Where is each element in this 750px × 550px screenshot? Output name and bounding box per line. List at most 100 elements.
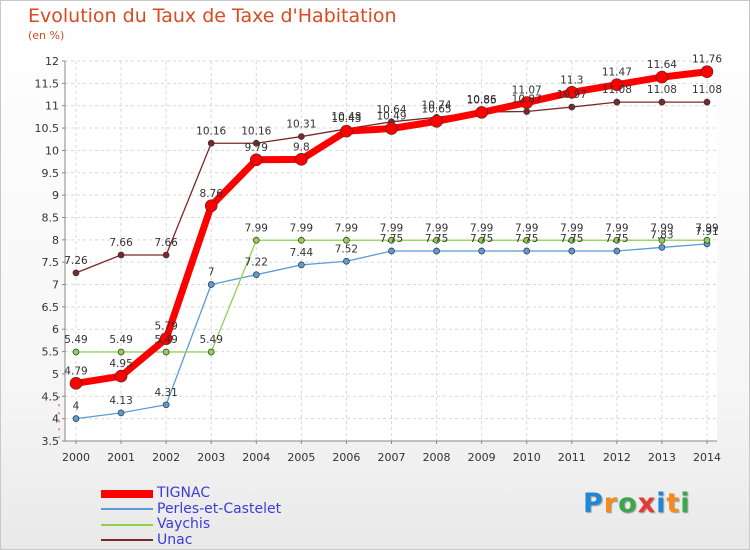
data-point-perles-et-castelet bbox=[433, 247, 440, 255]
data-point-unac bbox=[613, 98, 621, 106]
legend-swatch bbox=[101, 539, 153, 541]
data-point-unac bbox=[523, 108, 531, 115]
data-label-perles-et-castelet: 7.52 bbox=[335, 243, 358, 255]
data-point-perles-et-castelet bbox=[523, 247, 531, 255]
y-tick-label: 11.5 bbox=[35, 77, 60, 90]
proxiti-logo: Proxiti bbox=[583, 488, 691, 519]
data-label-perles-et-castelet: 7.44 bbox=[290, 247, 314, 259]
data-point-vaychis bbox=[568, 236, 576, 244]
legend-item-vaychis: Vaychis bbox=[101, 517, 210, 532]
data-point-unac bbox=[298, 133, 305, 140]
data-label-unac: 7.66 bbox=[109, 237, 133, 249]
data-point-perles-et-castelet bbox=[613, 247, 621, 255]
data-label-tignac: 4.95 bbox=[109, 358, 132, 370]
legend-label: TIGNAC bbox=[157, 485, 211, 501]
data-point-vaychis bbox=[252, 236, 260, 244]
y-tick-label: 10.5 bbox=[35, 122, 60, 135]
x-tick-label: 2001 bbox=[107, 451, 135, 464]
data-label-unac: 10.87 bbox=[512, 94, 542, 106]
x-tick-label: 2000 bbox=[62, 451, 90, 464]
y-tick-label: 7 bbox=[52, 279, 59, 292]
data-label-tignac: 5.79 bbox=[154, 321, 177, 333]
data-label-unac: 7.66 bbox=[154, 237, 178, 249]
y-tick-label: 9.5 bbox=[42, 167, 60, 180]
data-label-unac: 11.08 bbox=[647, 84, 677, 96]
logo-letter: P bbox=[583, 488, 604, 519]
y-tick-label: 7.5 bbox=[42, 256, 60, 269]
x-tick-label: 2013 bbox=[648, 451, 676, 464]
data-point-unac bbox=[252, 139, 260, 147]
data-point-vaychis bbox=[343, 236, 350, 244]
data-label-tignac: 10.85 bbox=[467, 94, 497, 106]
legend-label: Perles-et-Castelet bbox=[157, 500, 282, 517]
data-label-unac: 10.64 bbox=[376, 104, 406, 116]
data-label-tignac: 9.8 bbox=[293, 141, 310, 153]
data-point-tignac bbox=[430, 115, 443, 128]
data-label-tignac: 4.79 bbox=[64, 365, 87, 377]
y-tick-label: 5 bbox=[52, 368, 59, 381]
data-label-unac: 10.74 bbox=[422, 99, 452, 111]
data-label-tignac: 11.07 bbox=[512, 85, 542, 97]
data-label-vaychis: 7.99 bbox=[650, 222, 673, 234]
data-point-tignac bbox=[159, 332, 173, 345]
data-label-perles-et-castelet: 7.22 bbox=[245, 257, 268, 269]
logo-letter: i bbox=[656, 488, 667, 519]
data-label-perles-et-castelet: 7 bbox=[208, 267, 215, 279]
x-tick-label: 2006 bbox=[332, 451, 360, 464]
data-point-unac bbox=[162, 251, 170, 259]
data-point-tignac bbox=[610, 78, 624, 91]
y-tick-label: 6.5 bbox=[42, 301, 60, 314]
y-tick-label: 9 bbox=[52, 189, 59, 202]
data-label-vaychis: 7.99 bbox=[425, 222, 448, 234]
y-tick-label: 12 bbox=[45, 55, 59, 68]
data-point-perles-et-castelet bbox=[298, 261, 305, 269]
y-tick-label: 8 bbox=[52, 234, 59, 247]
data-point-unac bbox=[207, 139, 215, 147]
y-tick-label: 4 bbox=[52, 413, 59, 426]
data-point-tignac bbox=[385, 122, 398, 135]
logo-letter: t bbox=[666, 488, 681, 519]
data-label-perles-et-castelet: 4 bbox=[73, 401, 80, 413]
x-tick-label: 2009 bbox=[468, 451, 496, 464]
data-point-vaychis bbox=[298, 236, 305, 244]
data-label-unac: 10.48 bbox=[331, 111, 361, 123]
data-point-vaychis bbox=[658, 236, 666, 244]
data-label-vaychis: 5.49 bbox=[64, 334, 87, 346]
x-tick-label: 2003 bbox=[197, 451, 225, 464]
data-label-vaychis: 5.49 bbox=[200, 334, 223, 346]
data-label-vaychis: 7.99 bbox=[470, 222, 493, 234]
data-point-perles-et-castelet bbox=[162, 401, 170, 409]
x-tick-label: 2010 bbox=[513, 451, 541, 464]
data-label-unac: 11.08 bbox=[602, 84, 632, 96]
data-label-vaychis: 7.99 bbox=[605, 222, 628, 234]
data-label-vaychis: 5.49 bbox=[154, 334, 177, 346]
data-point-perles-et-castelet bbox=[343, 257, 350, 265]
data-label-unac: 7.26 bbox=[64, 255, 88, 267]
data-point-vaychis bbox=[478, 236, 485, 244]
data-point-perles-et-castelet bbox=[117, 409, 125, 417]
data-point-tignac bbox=[565, 85, 579, 99]
y-tick-label: 11 bbox=[45, 100, 59, 113]
data-point-tignac bbox=[340, 124, 353, 138]
data-label-vaychis: 7.99 bbox=[245, 222, 268, 234]
data-label-perles-et-castelet: 7.91 bbox=[695, 226, 718, 238]
data-label-unac: 10.16 bbox=[241, 125, 271, 137]
x-tick-label: 2012 bbox=[603, 451, 631, 464]
data-label-perles-et-castelet: 7.75 bbox=[425, 233, 448, 245]
x-tick-label: 2007 bbox=[378, 451, 406, 464]
x-tick-label: 2008 bbox=[423, 451, 451, 464]
logo-letter: r bbox=[603, 488, 619, 519]
data-point-tignac bbox=[520, 96, 534, 109]
data-label-perles-et-castelet: 7.75 bbox=[605, 233, 628, 245]
legend-label: Unac bbox=[157, 531, 193, 548]
data-point-vaychis bbox=[703, 236, 711, 244]
data-point-perles-et-castelet bbox=[568, 247, 576, 255]
legend-swatch bbox=[101, 489, 153, 498]
data-point-vaychis bbox=[388, 236, 395, 244]
y-tick-label: 10 bbox=[45, 144, 59, 157]
data-point-perles-et-castelet bbox=[252, 271, 260, 279]
data-label-unac: 10.16 bbox=[196, 125, 226, 137]
data-label-vaychis: 7.99 bbox=[515, 222, 538, 234]
data-label-tignac: 11.3 bbox=[560, 74, 583, 86]
